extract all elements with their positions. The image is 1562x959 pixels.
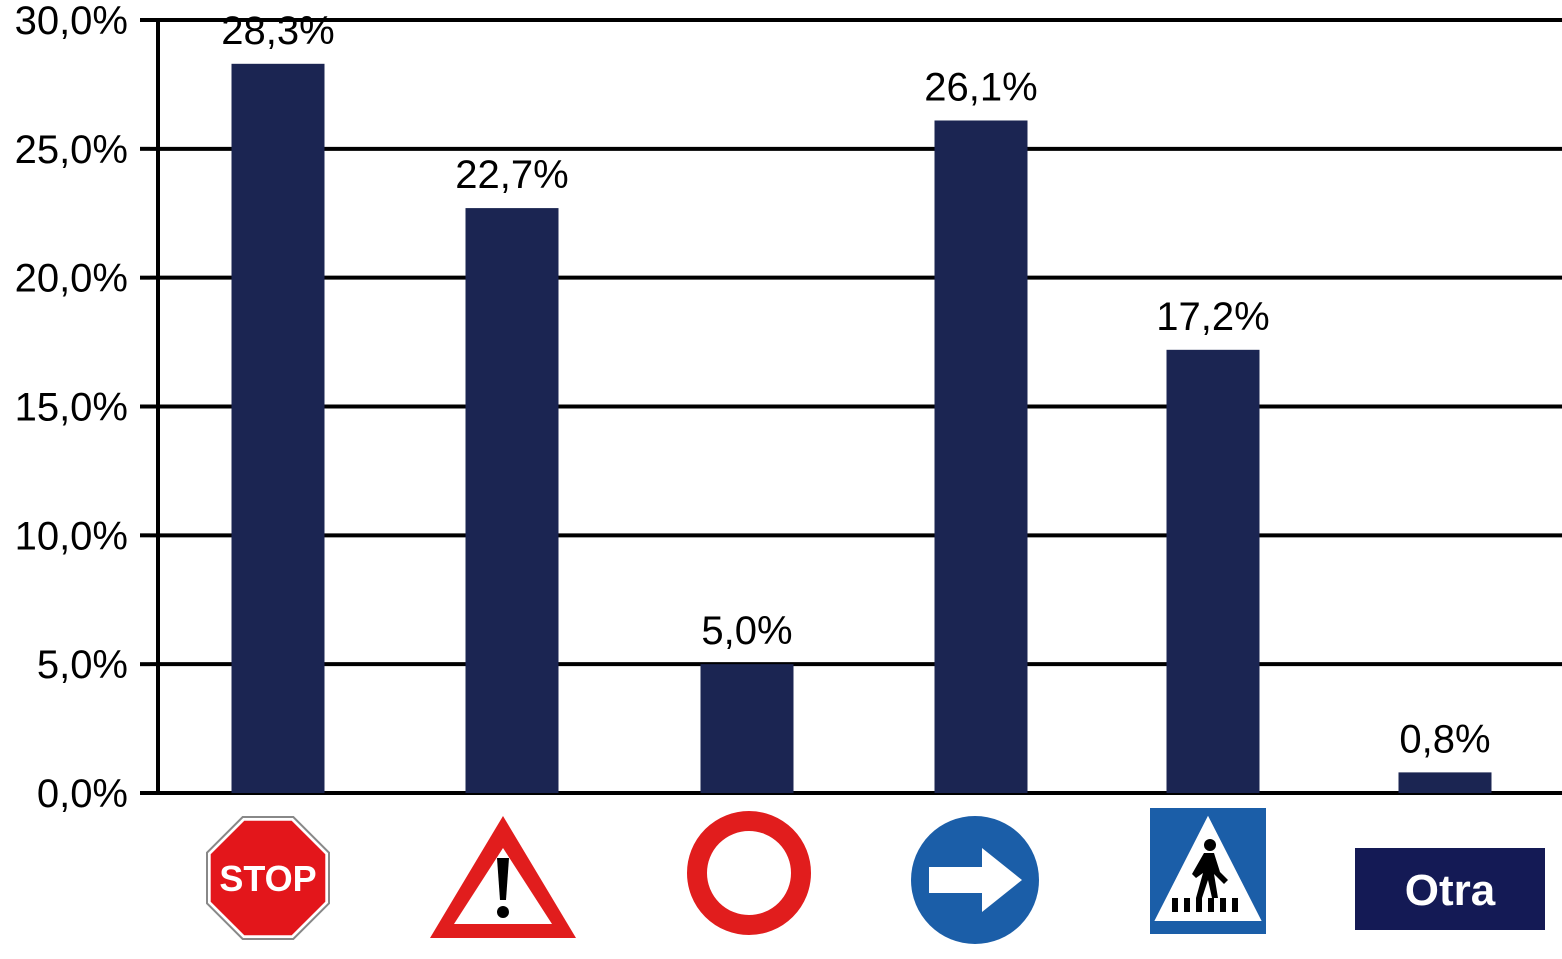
bar: [700, 664, 794, 793]
bar: [465, 208, 559, 793]
data-labels: 28,3% 22,7% 5,0% 26,1% 17,2% 0,8%: [221, 9, 1490, 762]
stop-sign-icon: STOP: [206, 816, 330, 940]
data-label: 26,1%: [924, 65, 1037, 109]
data-label: 22,7%: [455, 153, 568, 197]
data-label: 17,2%: [1156, 295, 1269, 339]
stop-sign-text: STOP: [219, 858, 316, 899]
data-label: 5,0%: [701, 609, 792, 653]
y-tick-label: 5,0%: [37, 643, 128, 687]
y-tick-label: 25,0%: [15, 128, 128, 172]
y-tick-label: 20,0%: [15, 257, 128, 301]
danger-warning-sign-icon: [430, 816, 576, 938]
y-tick-label: 0,0%: [37, 772, 128, 816]
category-icons: STOP Otra: [206, 808, 1545, 944]
pedestrian-crossing-sign-icon: [1150, 808, 1266, 934]
data-label: 0,8%: [1399, 717, 1490, 761]
mandatory-direction-right-sign-icon: [911, 816, 1039, 944]
grid-lines: [140, 18, 1562, 795]
data-label: 28,3%: [221, 9, 334, 53]
bar: [1166, 349, 1260, 793]
y-axis-tick-labels: 0,0% 5,0% 10,0% 15,0% 20,0% 25,0% 30,0%: [15, 0, 128, 816]
bar: [934, 120, 1028, 794]
y-tick-label: 30,0%: [15, 0, 128, 43]
no-entry-circle-sign-icon: [687, 811, 811, 935]
bar: [231, 63, 325, 793]
other-label: Otra: [1355, 848, 1545, 930]
y-tick-label: 10,0%: [15, 514, 128, 558]
bars: [231, 63, 1492, 794]
bar: [1398, 772, 1492, 793]
otra-text: Otra: [1405, 866, 1496, 915]
y-tick-label: 15,0%: [15, 386, 128, 430]
